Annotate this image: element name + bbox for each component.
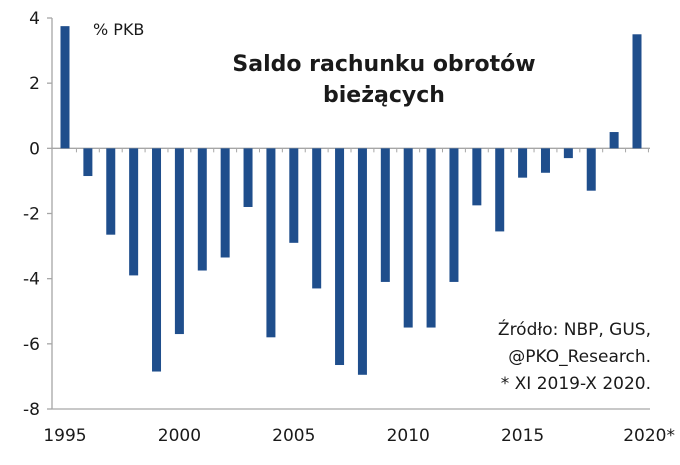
source-line-1: Źródło: NBP, GUS,: [498, 318, 651, 340]
bar-2010: [403, 148, 413, 328]
bar-1999: [152, 148, 162, 372]
bar-2000: [174, 148, 184, 335]
bar-1996: [83, 148, 93, 177]
source-line-2: @PKO_Research.: [508, 347, 651, 367]
bar-2011: [426, 148, 436, 328]
source-line-3: * XI 2019-X 2020.: [501, 374, 651, 394]
chart-title-line-1: Saldo rachunku obrotów: [232, 52, 535, 77]
y-tick-label: -8: [23, 400, 40, 420]
bar-2018: [586, 148, 596, 191]
bar-2005: [289, 148, 299, 243]
x-tick-label: 2000: [158, 426, 201, 446]
bar-1998: [129, 148, 139, 276]
bar-2019: [609, 132, 619, 149]
bar-2012: [449, 148, 459, 282]
y-tick-label: -6: [23, 335, 40, 355]
bars-layer: [60, 26, 642, 375]
y-tick-label: -2: [23, 205, 40, 225]
y-tick-label: 0: [29, 139, 40, 159]
bar-2003: [243, 148, 253, 207]
x-tick-label: 1995: [43, 426, 86, 446]
bar-2013: [472, 148, 482, 206]
bar-2002: [220, 148, 230, 258]
bar-2016: [540, 148, 550, 173]
bar-2004: [266, 148, 276, 338]
labels-layer: % PKB Saldo rachunku obrotów bieżących Ź…: [93, 20, 651, 394]
bar-2007: [335, 148, 345, 366]
y-tick-label: 2: [29, 74, 40, 94]
bar-2014: [495, 148, 505, 232]
y-tick-label: -4: [23, 270, 40, 290]
unit-label: % PKB: [93, 20, 144, 39]
bar-2015: [518, 148, 528, 178]
x-tick-label: 2015: [501, 426, 544, 446]
bar-1995: [60, 26, 70, 149]
bar-2017: [563, 148, 573, 159]
x-tick-label: 2020*: [623, 426, 675, 446]
bar-2020: [632, 34, 642, 149]
bar-2008: [357, 148, 367, 375]
x-tick-label: 2010: [387, 426, 430, 446]
chart-title-line-2: bieżących: [323, 83, 445, 108]
x-tick-label: 2005: [272, 426, 315, 446]
bar-2006: [312, 148, 322, 289]
y-tick-label: 4: [29, 9, 40, 29]
bar-2009: [380, 148, 390, 282]
bar-2001: [197, 148, 207, 271]
bar-1997: [106, 148, 116, 235]
